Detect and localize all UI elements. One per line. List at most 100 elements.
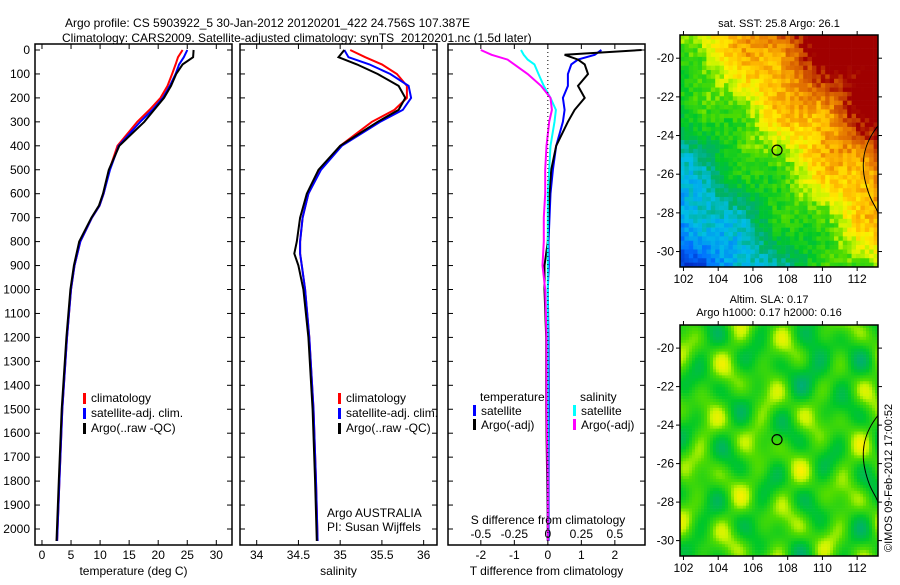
map-cell	[704, 396, 707, 399]
map-cell	[806, 390, 809, 393]
map-cell	[749, 423, 752, 426]
map-cell	[728, 378, 731, 381]
map-cell	[830, 48, 835, 53]
map-cell	[816, 175, 821, 180]
map-cell	[722, 390, 725, 393]
map-cell	[830, 402, 833, 405]
map-cell	[777, 223, 782, 228]
map-cell	[689, 197, 694, 202]
map-cell	[838, 53, 843, 58]
map-cell	[786, 140, 791, 145]
legend-swatch	[338, 408, 341, 419]
map-cell	[720, 175, 725, 180]
map-cell	[777, 236, 782, 241]
map-cell	[759, 245, 764, 250]
map-cell	[799, 101, 804, 106]
map-cell	[786, 197, 791, 202]
map-cell	[848, 361, 851, 364]
map-cell	[698, 414, 701, 417]
map-cell	[812, 372, 815, 375]
map-cell	[860, 364, 863, 367]
map-cell	[816, 149, 821, 154]
map-cell	[704, 420, 707, 423]
map-cell	[749, 337, 752, 340]
map-cell	[761, 346, 764, 349]
map-cell	[794, 66, 799, 71]
map-cell	[686, 364, 689, 367]
map-cell	[812, 188, 817, 193]
map-cell	[752, 396, 755, 399]
map-cell	[772, 219, 777, 224]
map-cell	[785, 384, 788, 387]
map-cell	[734, 387, 737, 390]
map-cell	[821, 123, 826, 128]
map-cell	[782, 364, 785, 367]
map-cell	[728, 340, 731, 343]
map-cell	[698, 136, 703, 141]
map-cell	[779, 405, 782, 408]
map-cell	[812, 355, 815, 358]
map-cell	[693, 201, 698, 206]
map-cell	[799, 70, 804, 75]
map-cell	[856, 136, 861, 141]
map-cell	[692, 328, 695, 331]
map-cell	[797, 408, 800, 411]
map-cell	[803, 258, 808, 263]
map-cell	[843, 144, 848, 149]
legend-label: climatology	[91, 391, 151, 405]
map-cell	[872, 331, 875, 334]
map-cell	[776, 334, 779, 337]
map-cell	[821, 210, 826, 215]
map-cell	[706, 158, 711, 163]
map-cell	[777, 162, 782, 167]
map-cell	[755, 337, 758, 340]
map-cell	[851, 381, 854, 384]
map-cell	[724, 118, 729, 123]
map-cell	[812, 352, 815, 355]
map-cell	[689, 44, 694, 49]
map-cell	[790, 175, 795, 180]
map-cell	[825, 44, 830, 49]
map-cell	[746, 369, 749, 372]
map-cell	[768, 201, 773, 206]
map-cell	[834, 57, 839, 62]
map-cell	[830, 44, 835, 49]
map-cell	[755, 201, 760, 206]
map-cell	[737, 131, 742, 136]
map-cell	[686, 366, 689, 369]
map-cell	[742, 258, 747, 263]
map-cell	[716, 375, 719, 378]
map-cell	[706, 258, 711, 263]
map-cell	[776, 408, 779, 411]
map-cell	[821, 79, 826, 84]
map-cell	[711, 232, 716, 237]
map-cell	[869, 83, 874, 88]
map-cell	[824, 420, 827, 423]
map-cell	[746, 140, 751, 145]
map-cell	[758, 375, 761, 378]
map-cell	[860, 114, 865, 119]
map-cell	[852, 162, 857, 167]
map-cell	[750, 188, 755, 193]
map-cell	[704, 405, 707, 408]
map-cell	[752, 366, 755, 369]
map-cell	[737, 358, 740, 361]
map-cell	[818, 331, 821, 334]
map-cell	[808, 92, 813, 97]
map-cell	[772, 53, 777, 58]
map-cell	[830, 175, 835, 180]
map-cell	[816, 232, 821, 237]
map-cell	[857, 366, 860, 369]
map-cell	[755, 254, 760, 259]
map-cell	[838, 74, 843, 79]
map-cell	[724, 153, 729, 158]
map-cell	[830, 92, 835, 97]
map-cell	[764, 188, 769, 193]
map-cell	[812, 140, 817, 145]
map-cell	[737, 96, 742, 101]
map-cell	[740, 423, 743, 426]
map-cell	[755, 328, 758, 331]
map-cell	[803, 408, 806, 411]
map-cell	[725, 378, 728, 381]
map-cell	[707, 405, 710, 408]
